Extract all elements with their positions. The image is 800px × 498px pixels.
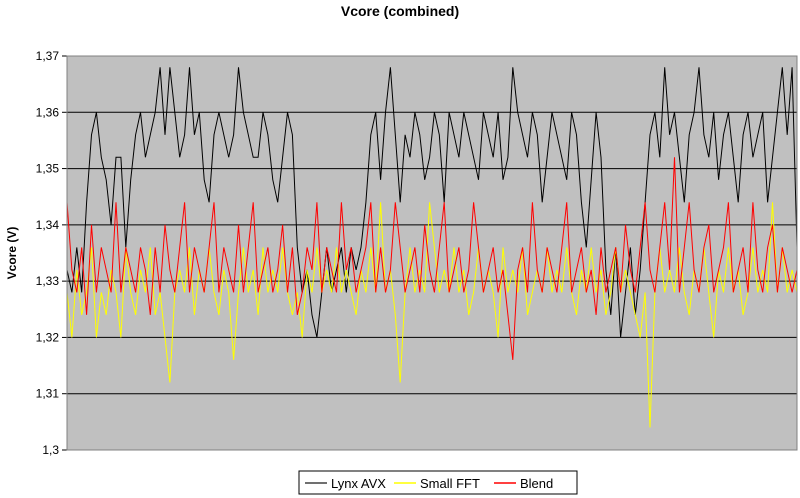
y-tick-label: 1,33 bbox=[36, 274, 60, 288]
chart-title: Vcore (combined) bbox=[341, 3, 459, 19]
y-tick-label: 1,34 bbox=[36, 218, 60, 232]
plot-area bbox=[67, 56, 797, 450]
series-line-blend bbox=[66, 157, 798, 360]
y-tick-label: 1,35 bbox=[36, 162, 60, 176]
series-line-lynx-avx bbox=[66, 67, 798, 338]
plot-border bbox=[66, 55, 798, 451]
y-tick-label: 1,32 bbox=[36, 330, 60, 344]
legend-label: Blend bbox=[520, 476, 553, 491]
legend-label: Lynx AVX bbox=[331, 476, 386, 491]
y-tick-label: 1,36 bbox=[36, 105, 60, 119]
y-tick-label: 1,3 bbox=[42, 443, 59, 457]
y-tick-label: 1,37 bbox=[36, 49, 60, 63]
y-axis-label: Vcore (V) bbox=[5, 227, 19, 280]
legend-label: Small FFT bbox=[420, 476, 480, 491]
series-line-small-fft bbox=[66, 202, 798, 428]
legend: Lynx AVX Small FFT Blend bbox=[298, 470, 578, 495]
y-tick-label: 1,31 bbox=[36, 387, 60, 401]
legend-box bbox=[298, 470, 578, 495]
